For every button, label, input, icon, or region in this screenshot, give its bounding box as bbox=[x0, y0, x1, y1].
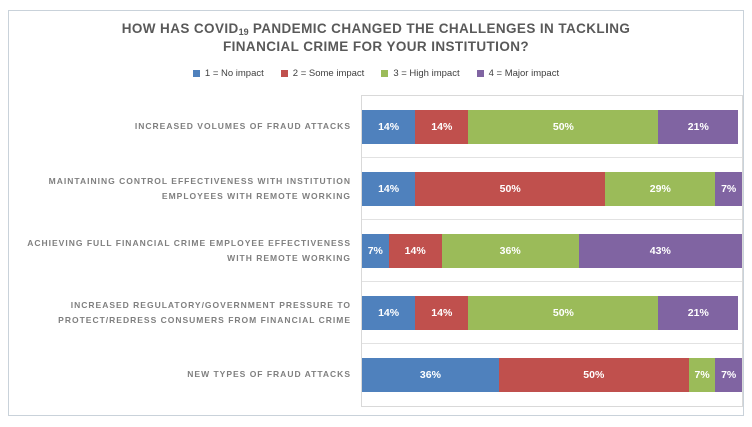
category-axis: INCREASED VOLUMES OF FRAUD ATTACKS MAINTA… bbox=[9, 95, 361, 407]
legend-label: 4 = Major impact bbox=[488, 68, 560, 80]
bar-segment-no-impact: 14% bbox=[362, 295, 416, 330]
bar-segment-high-impact: 36% bbox=[441, 233, 579, 268]
bar-segment-no-impact: 14% bbox=[362, 171, 416, 206]
bar-segment-no-impact: 14% bbox=[362, 109, 416, 144]
bar-segment-some-impact: 14% bbox=[415, 109, 469, 144]
covid19-subscript: 19 bbox=[238, 27, 249, 37]
category-label: NEW TYPES OF FRAUD ATTACKS bbox=[187, 369, 351, 380]
legend-swatch-icon bbox=[381, 70, 389, 78]
bar-row: 7% 14% 36% 43% bbox=[362, 220, 742, 283]
legend-label: 2 = Some impact bbox=[292, 68, 365, 80]
bar-segment-no-impact: 7% bbox=[362, 233, 389, 268]
stacked-bar: 36% 50% 7% 7% bbox=[362, 358, 742, 393]
legend-label: 3 = High impact bbox=[393, 68, 460, 80]
category-label: ACHIEVING FULL FINANCIAL CRIME EMPLOYEE … bbox=[27, 237, 351, 264]
bar-segment-high-impact: 50% bbox=[468, 109, 659, 144]
bar-row: 36% 50% 7% 7% bbox=[362, 344, 742, 406]
bar-segment-some-impact: 50% bbox=[415, 171, 606, 206]
bar-segment-high-impact: 50% bbox=[468, 295, 659, 330]
legend-swatch-icon bbox=[476, 70, 484, 78]
bar-row: 14% 14% 50% 21% bbox=[362, 96, 742, 159]
chart-title-prefix: HOW HAS COVID bbox=[121, 21, 239, 36]
bar-segment-high-impact: 7% bbox=[688, 358, 716, 393]
bar-segment-some-impact: 14% bbox=[415, 295, 469, 330]
bar-segment-major-impact: 7% bbox=[715, 171, 742, 206]
plot-region: INCREASED VOLUMES OF FRAUD ATTACKS MAINTA… bbox=[9, 95, 743, 408]
legend-item-no-impact: 1 = No impact bbox=[192, 68, 264, 80]
stacked-bar: 7% 14% 36% 43% bbox=[362, 233, 742, 268]
legend-item-some-impact: 2 = Some impact bbox=[280, 68, 365, 80]
legend-label: 1 = No impact bbox=[204, 68, 264, 80]
bar-segment-some-impact: 50% bbox=[498, 358, 689, 393]
bar-segment-major-impact: 7% bbox=[715, 358, 742, 393]
stacked-bar: 14% 14% 50% 21% bbox=[362, 295, 742, 330]
bar-row: 14% 14% 50% 21% bbox=[362, 282, 742, 345]
bar-segment-high-impact: 29% bbox=[605, 171, 716, 206]
legend-item-high-impact: 3 = High impact bbox=[381, 68, 460, 80]
category-label: INCREASED VOLUMES OF FRAUD ATTACKS bbox=[134, 121, 351, 132]
category-label: INCREASED REGULATORY/GOVERNMENT PRESSURE… bbox=[58, 299, 351, 326]
bar-segment-major-impact: 43% bbox=[578, 233, 742, 268]
chart-title-suffix: PANDEMIC CHANGED THE CHALLENGES IN TACKL… bbox=[222, 21, 631, 54]
category-label: MAINTAINING CONTROL EFFECTIVENESS WITH I… bbox=[48, 175, 351, 202]
stacked-bar: 14% 50% 29% 7% bbox=[362, 171, 742, 206]
legend-swatch-icon bbox=[192, 70, 200, 78]
bar-segment-no-impact: 36% bbox=[362, 358, 499, 393]
bar-segment-major-impact: 21% bbox=[658, 109, 739, 144]
chart-container: HOW HAS COVID19 PANDEMIC CHANGED THE CHA… bbox=[8, 10, 744, 416]
plot-area: 14% 14% 50% 21% 14% 50% 29% 7% 7% 14% 36% 43% 14% 14%… bbox=[361, 95, 743, 408]
chart-title: HOW HAS COVID19 PANDEMIC CHANGED THE CHA… bbox=[91, 20, 661, 55]
bar-row: 14% 50% 29% 7% bbox=[362, 158, 742, 221]
legend: 1 = No impact 2 = Some impact 3 = High imp… bbox=[9, 68, 743, 79]
legend-item-major-impact: 4 = Major impact bbox=[476, 68, 560, 80]
legend-swatch-icon bbox=[280, 70, 288, 78]
bar-segment-major-impact: 21% bbox=[658, 295, 739, 330]
stacked-bar: 14% 14% 50% 21% bbox=[362, 109, 742, 144]
bar-segment-some-impact: 14% bbox=[388, 233, 442, 268]
